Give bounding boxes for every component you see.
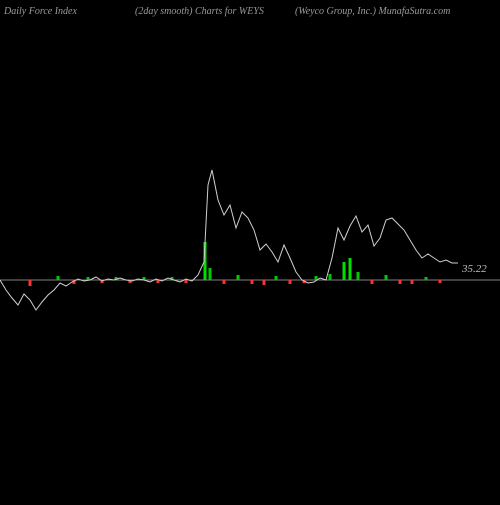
force-index-chart [0, 20, 500, 500]
chart-svg [0, 20, 500, 500]
current-value-label: 35.22 [462, 263, 487, 275]
title-right: (Weyco Group, Inc.) MunafaSutra.com [295, 6, 450, 17]
title-left: Daily Force Index [4, 6, 77, 17]
title-mid: (2day smooth) Charts for WEYS [135, 6, 264, 17]
